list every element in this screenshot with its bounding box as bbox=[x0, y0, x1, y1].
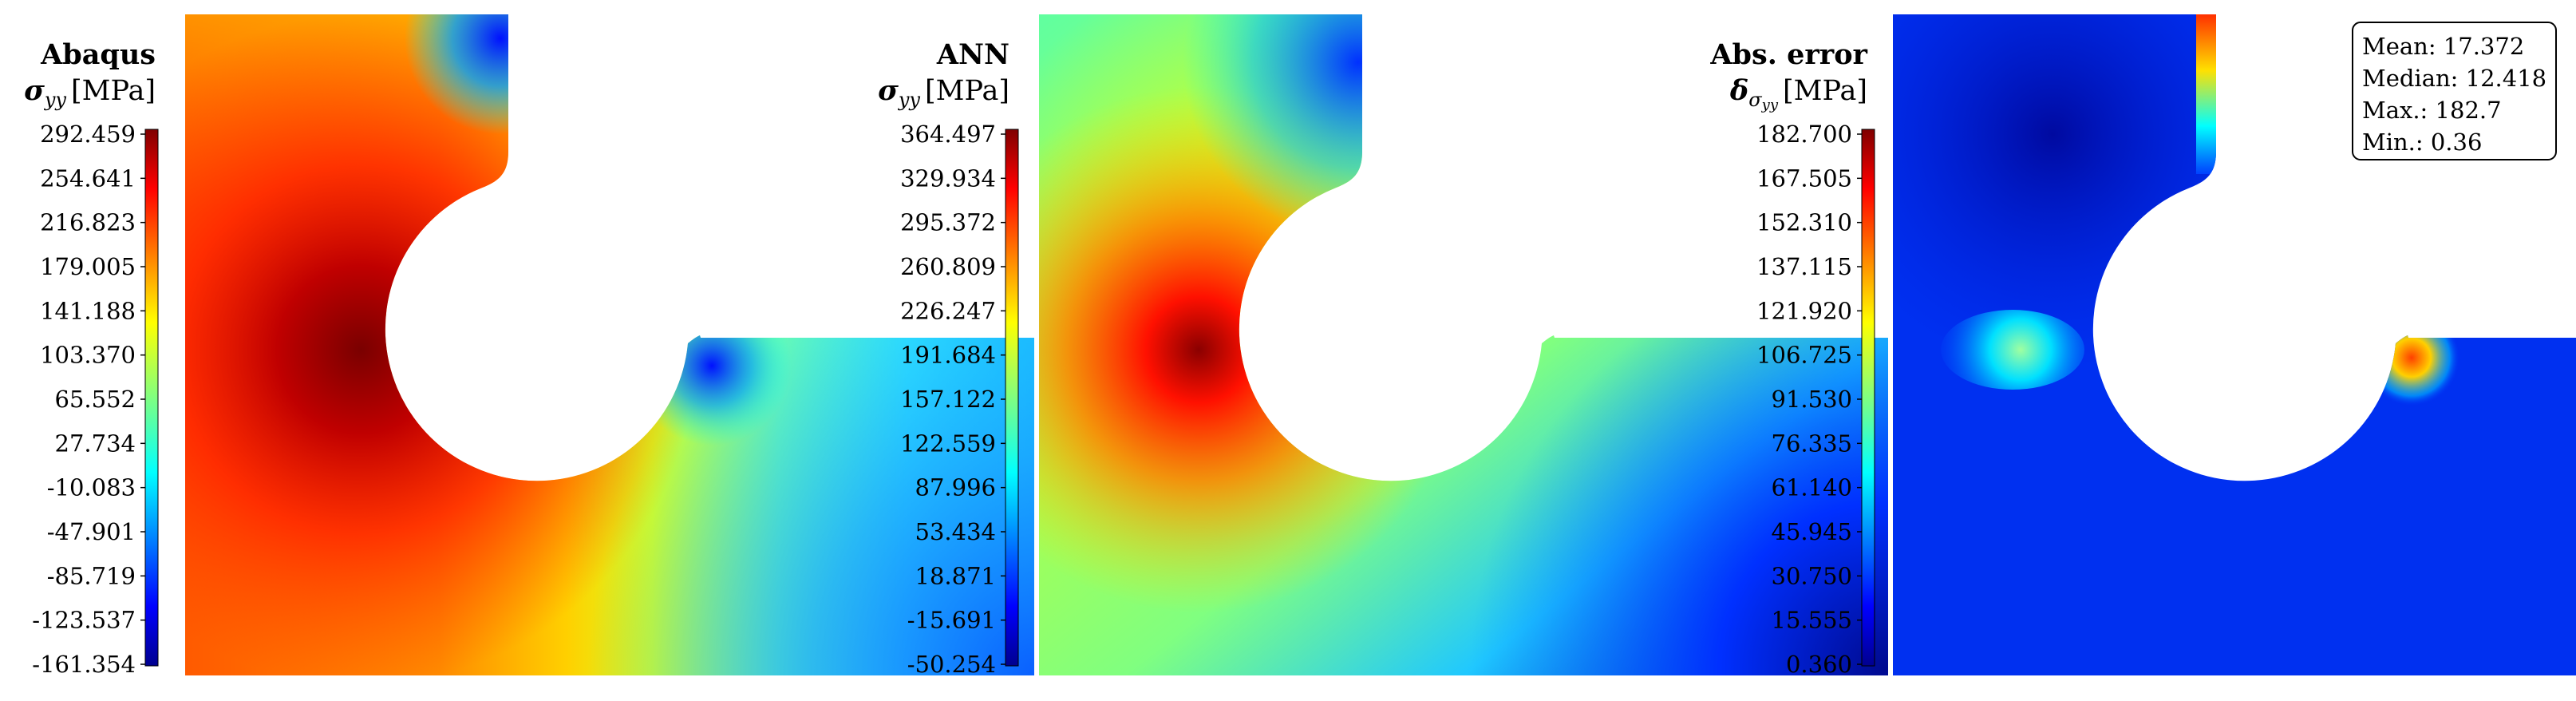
quantity-subsubscript: yy bbox=[1761, 97, 1779, 113]
quantity-subscript: σ bbox=[1748, 89, 1762, 111]
colorbar-tick-label: 121.920 bbox=[1756, 297, 1852, 324]
colorbar-tick-label: 15.555 bbox=[1772, 607, 1852, 634]
colorbar-tick-label: 30.750 bbox=[1772, 562, 1852, 589]
quantity-subscript: yy bbox=[898, 89, 921, 111]
colorbar-tick-label: -85.719 bbox=[47, 562, 136, 589]
panel-quantity-label: σyy [MPa] bbox=[24, 74, 156, 111]
colorbar-tick-label: 106.725 bbox=[1756, 342, 1852, 369]
colorbar-tick-label: -15.691 bbox=[907, 607, 996, 634]
colorbar-tick-label: 61.140 bbox=[1772, 474, 1852, 501]
colorbar-ticks: 364.497 329.934 295.372 260.809 226.247 191.6… bbox=[900, 121, 1006, 678]
colorbar-tick-label: 87.996 bbox=[915, 474, 996, 501]
panel-title: Abs. error bbox=[1709, 38, 1867, 71]
colorbar bbox=[1005, 129, 1019, 667]
colorbar-tick-label: -10.083 bbox=[47, 474, 136, 501]
quantity-symbol: σ bbox=[24, 74, 45, 107]
colorbar-tick-label: 329.934 bbox=[900, 164, 996, 192]
stats-box: Mean: 17.372 Median: 12.418 Max.: 182.7 … bbox=[2352, 22, 2557, 160]
colorbar-tick-label: 141.188 bbox=[40, 297, 136, 324]
quantity-subscript: yy bbox=[44, 89, 67, 111]
colorbar-tick-label: -123.537 bbox=[32, 607, 136, 634]
stat-max: Max.: 182.7 bbox=[2362, 97, 2502, 124]
panel-title: Abaqus bbox=[40, 38, 156, 71]
colorbar bbox=[1861, 129, 1875, 667]
quantity-unit: [MPa] bbox=[925, 75, 1009, 107]
colorbar-tick-label: 122.559 bbox=[900, 430, 996, 457]
panel-quantity-label: δσyy [MPa] bbox=[1729, 74, 1867, 113]
colorbar-tick-label: 254.641 bbox=[40, 164, 136, 192]
panel-abaqus: Abaqus σyy [MPa] 292.459254.641216.823179… bbox=[24, 14, 1034, 678]
colorbar-tick-label: 76.335 bbox=[1772, 430, 1852, 457]
colorbar-tick-label: 179.005 bbox=[40, 253, 136, 280]
panel-title: ANN bbox=[936, 38, 1009, 71]
colorbar-tick-label: 103.370 bbox=[40, 342, 136, 369]
colorbar-tick-label: 182.700 bbox=[1756, 121, 1852, 148]
colorbar-tick-label: -47.901 bbox=[47, 518, 136, 545]
colorbar-tick-label: 27.734 bbox=[55, 430, 136, 457]
colorbar-tick-label: 137.115 bbox=[1756, 253, 1852, 280]
quantity-symbol: δ bbox=[1729, 74, 1748, 107]
colorbar-tick-label: -50.254 bbox=[907, 651, 996, 678]
panel-error: Abs. error δσyy [MPa] 182.700 167.505 152.3… bbox=[1709, 14, 2576, 678]
colorbar-tick-label: 260.809 bbox=[900, 253, 996, 280]
stat-mean: Mean: 17.372 bbox=[2362, 33, 2524, 60]
colorbar-tick-label: 167.505 bbox=[1756, 164, 1852, 192]
stat-median: Median: 12.418 bbox=[2362, 65, 2546, 92]
colorbar-tick-label: 45.945 bbox=[1772, 518, 1852, 545]
colorbar-tick-label: -161.354 bbox=[32, 651, 136, 678]
panel-quantity-label: σyy [MPa] bbox=[878, 74, 1009, 111]
quantity-unit: [MPa] bbox=[71, 75, 156, 107]
colorbar-ticks: 292.459 254.641 216.823 179.005 141.188 103.3… bbox=[32, 121, 145, 678]
colorbar-tick-label: 18.871 bbox=[915, 562, 996, 589]
colorbar bbox=[144, 129, 159, 667]
colorbar-tick-label: 91.530 bbox=[1772, 386, 1852, 413]
stat-min: Min.: 0.36 bbox=[2362, 129, 2482, 156]
quantity-unit: [MPa] bbox=[1783, 75, 1867, 107]
colorbar-tick-label: 292.459 bbox=[40, 121, 136, 148]
colorbar-tick-label: 53.434 bbox=[915, 518, 996, 545]
colorbar-tick-label: 152.310 bbox=[1756, 209, 1852, 236]
colorbar-tick-label: 295.372 bbox=[900, 209, 996, 236]
quantity-symbol: σ bbox=[878, 74, 899, 107]
colorbar-tick-label: 191.684 bbox=[900, 342, 996, 369]
colorbar-tick-label: 216.823 bbox=[40, 209, 136, 236]
colorbar-tick-label: 157.122 bbox=[900, 386, 996, 413]
colorbar-tick-label: 65.552 bbox=[55, 386, 136, 413]
colorbar-tick-label: 0.360 bbox=[1786, 651, 1852, 678]
colorbar-ticks: 182.700 167.505 152.310 137.115 121.920 106.7… bbox=[1756, 121, 1862, 678]
colorbar-tick-label: 364.497 bbox=[900, 121, 996, 148]
colorbar-tick-label: 226.247 bbox=[900, 297, 996, 324]
